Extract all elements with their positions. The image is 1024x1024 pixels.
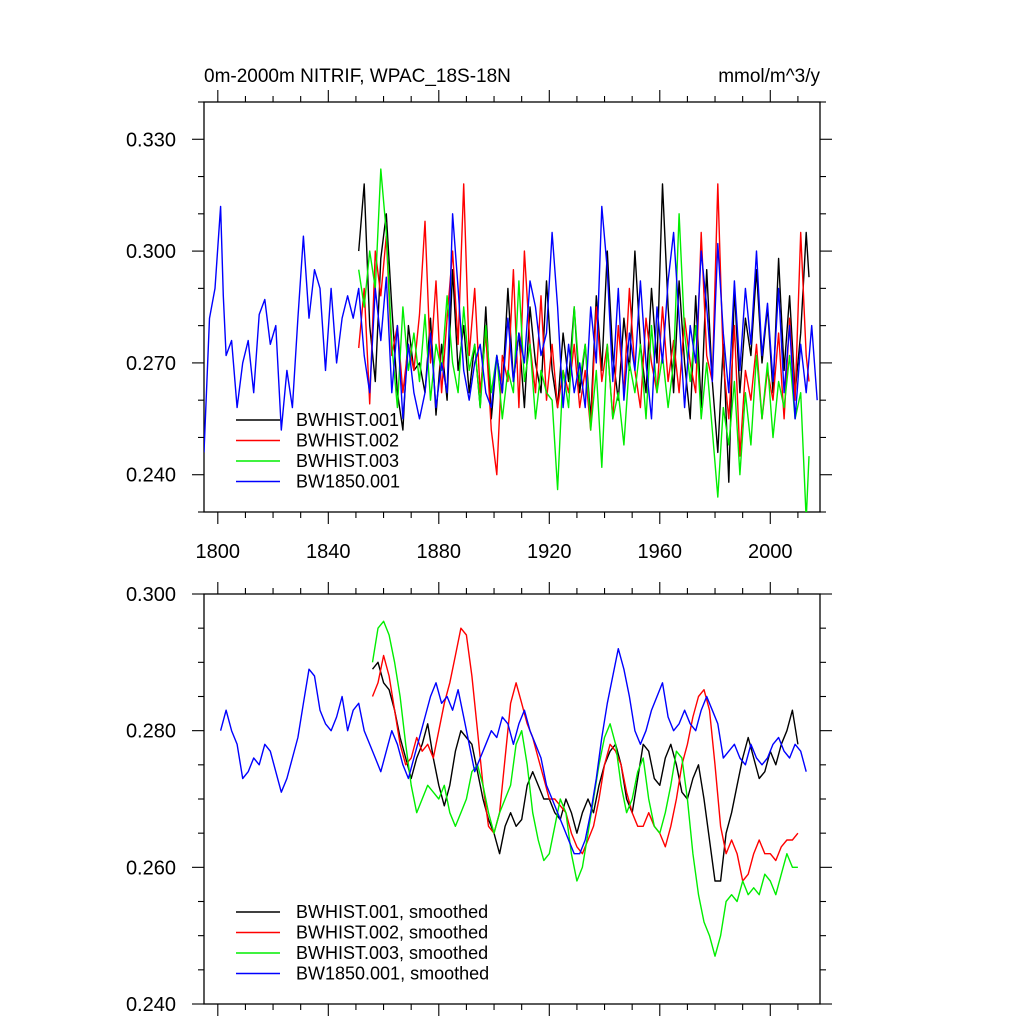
chart0-series-line-1 <box>358 183 810 476</box>
chart1-series-line-2 <box>371 620 798 957</box>
chart-title: 0m-2000m NITRIF, WPAC_18S-18N <box>204 66 511 87</box>
chart1-legend-label: BW1850.001, smoothed <box>296 964 489 984</box>
chart0-legend-label: BWHIST.002 <box>296 431 399 451</box>
chart1-legend-label: BWHIST.003, smoothed <box>296 943 488 963</box>
chart1-legend-label: BWHIST.001, smoothed <box>296 902 488 922</box>
chart-units-label: mmol/m^3/y <box>718 66 820 87</box>
chart0-x-tick-label: 1840 <box>306 541 351 563</box>
chart0-legend-label: BWHIST.001 <box>296 410 399 430</box>
chart0-x-tick-label: 1880 <box>417 541 462 563</box>
chart0-x-tick-label: 1920 <box>527 541 572 563</box>
chart0-y-tick-label: 0.270 <box>126 353 176 375</box>
chart0-series-line-3 <box>204 205 818 453</box>
top-panel-raw: 1800 1840 1880 1920 1960 2000 0.240 0.270 0.300 0… <box>126 66 832 563</box>
chart0-x-tick-label: 2000 <box>748 541 793 563</box>
chart0-legend-label: BWHIST.003 <box>296 451 399 471</box>
chart1-y-tick-label: 0.260 <box>126 857 176 879</box>
chart0-y-tick-label: 0.240 <box>126 465 176 487</box>
chart1-y-tick-label: 0.280 <box>126 721 176 743</box>
chart0-y-tick-label: 0.300 <box>126 241 176 263</box>
chart1-legend-label: BWHIST.002, smoothed <box>296 923 488 943</box>
chart0-series-line-2 <box>358 168 810 512</box>
chart1-series-line-3 <box>219 648 807 855</box>
chart0-legend-label: BW1850.001 <box>296 472 400 492</box>
chart1-y-tick-label: 0.300 <box>126 584 176 606</box>
chart1-y-tick-label: 0.240 <box>126 994 176 1016</box>
chart0-x-tick-label: 1800 <box>196 541 241 563</box>
chart1-series-line-1 <box>371 627 799 882</box>
chart0-plot-frame <box>203 101 821 513</box>
chart0-x-tick-label: 1960 <box>638 541 683 563</box>
chart1-series-line-0 <box>371 661 799 882</box>
chart0-y-tick-label: 0.330 <box>126 129 176 151</box>
bottom-panel-smoothed: 0.240 0.260 0.280 0.300 BWHIST.001, smoothed… <box>126 582 832 1016</box>
